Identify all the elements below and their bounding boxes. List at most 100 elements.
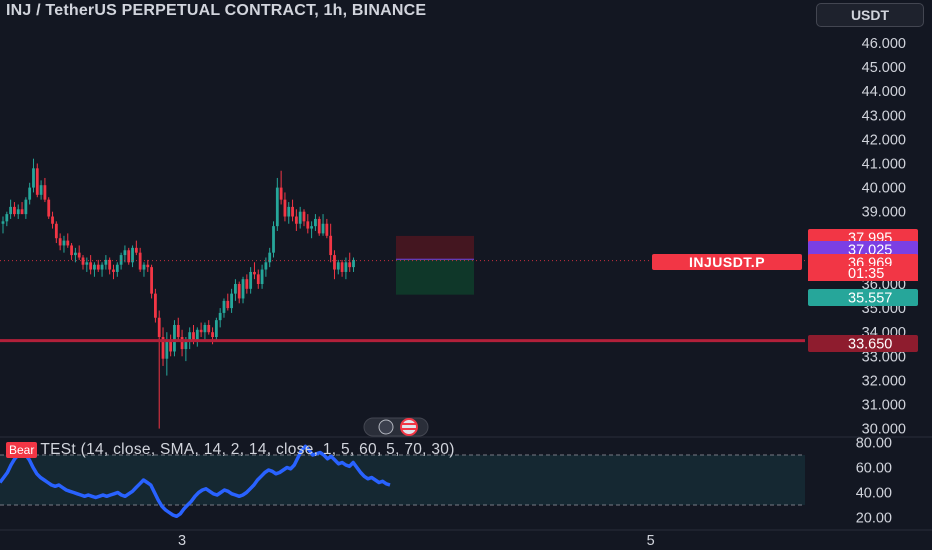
candle-body bbox=[188, 332, 192, 342]
take-profit-zone bbox=[396, 259, 474, 295]
indicator-legend[interactable]: Bear TESt (14, close, SMA, 14, 2, 14, cl… bbox=[6, 441, 455, 459]
candle-body bbox=[192, 332, 195, 340]
candle bbox=[203, 322, 207, 340]
candles bbox=[1, 158, 355, 429]
candle-body bbox=[104, 259, 108, 265]
candle-body bbox=[283, 199, 287, 217]
countdown-text: 01:35 bbox=[848, 266, 884, 282]
bear-badge: Bear bbox=[6, 442, 38, 458]
candle bbox=[16, 204, 20, 219]
price-tick-label: 30.000 bbox=[862, 422, 906, 438]
candle bbox=[112, 264, 115, 280]
candle-body bbox=[287, 206, 291, 217]
candle-body bbox=[275, 187, 279, 227]
candle bbox=[104, 255, 108, 270]
candle-body bbox=[291, 206, 294, 217]
candle bbox=[264, 257, 268, 277]
candle-body bbox=[47, 199, 51, 217]
candle-body bbox=[5, 214, 9, 222]
candle-body bbox=[203, 324, 207, 333]
candle-body bbox=[1, 221, 5, 224]
candle bbox=[123, 245, 127, 263]
candle bbox=[28, 182, 32, 205]
candle-body bbox=[306, 221, 310, 229]
candle-body bbox=[96, 264, 100, 270]
candle-body bbox=[127, 250, 131, 263]
candle-body bbox=[35, 168, 39, 195]
candle-body bbox=[211, 332, 214, 338]
currency-button[interactable]: USDT bbox=[816, 3, 924, 27]
candle-body bbox=[16, 209, 20, 215]
candle-body bbox=[119, 255, 123, 265]
candle-body bbox=[256, 274, 260, 284]
candle bbox=[96, 259, 100, 272]
time-tick-label: 5 bbox=[647, 533, 655, 549]
candle bbox=[62, 235, 66, 253]
candle-body bbox=[195, 329, 199, 340]
time-axis[interactable]: 3512:008 bbox=[178, 533, 932, 549]
candle-body bbox=[154, 293, 157, 318]
candle-body bbox=[214, 320, 218, 338]
candle bbox=[249, 267, 253, 294]
candle bbox=[283, 192, 287, 222]
support-price-tag: 33.650 bbox=[808, 335, 918, 353]
candle bbox=[13, 202, 16, 217]
candle-body bbox=[184, 341, 188, 350]
candle bbox=[54, 221, 58, 244]
candle-body bbox=[115, 264, 119, 272]
candle bbox=[35, 163, 39, 198]
time-tick-label: 3 bbox=[178, 533, 186, 549]
us-flag-icon bbox=[400, 418, 418, 436]
candle bbox=[306, 214, 310, 234]
indicator-tick-label: 40.00 bbox=[856, 486, 892, 502]
candle-body bbox=[226, 300, 230, 309]
candle-body bbox=[28, 187, 32, 200]
candle-body bbox=[310, 226, 314, 229]
candle-body bbox=[123, 250, 127, 256]
candle-body bbox=[54, 223, 58, 239]
candle-body bbox=[66, 240, 70, 246]
indicator-band bbox=[0, 455, 805, 505]
candle-body bbox=[73, 252, 77, 256]
target-price-tag: 35.557 bbox=[808, 289, 918, 307]
candle-body bbox=[207, 324, 211, 333]
candle bbox=[325, 218, 329, 239]
candle bbox=[85, 257, 89, 272]
candle bbox=[298, 206, 302, 229]
candle bbox=[279, 170, 283, 205]
candle bbox=[165, 332, 169, 376]
candle bbox=[134, 240, 138, 256]
candle-body bbox=[134, 247, 138, 253]
candle-body bbox=[264, 262, 268, 270]
candle-body bbox=[325, 223, 329, 236]
horizontal-lines[interactable] bbox=[0, 260, 805, 343]
main-grid bbox=[0, 436, 932, 531]
candle-body bbox=[93, 264, 96, 270]
candle bbox=[47, 197, 51, 219]
candle bbox=[302, 209, 306, 227]
candle bbox=[275, 177, 279, 231]
price-tag-bg bbox=[808, 335, 918, 352]
candle bbox=[173, 320, 176, 357]
countdown-tag: 01:35 bbox=[808, 266, 918, 282]
candle bbox=[24, 197, 28, 219]
indicator-pane: 80.00 60.00 40.00 20.00 bbox=[0, 436, 892, 527]
indicator-label: TESt (14, close, SMA, 14, 2, 14, close, … bbox=[40, 441, 455, 458]
candle bbox=[207, 320, 211, 335]
candle-body bbox=[272, 226, 275, 253]
indicator-tick-label: 80.00 bbox=[856, 436, 892, 452]
replay-flag-icon[interactable] bbox=[363, 417, 429, 437]
candle-body bbox=[176, 324, 180, 338]
candle-body bbox=[268, 252, 272, 263]
candle bbox=[81, 255, 85, 270]
candle-body bbox=[234, 284, 237, 294]
rocket-icon bbox=[378, 419, 394, 435]
candle-body bbox=[260, 269, 264, 284]
candle-body bbox=[294, 216, 298, 224]
candle bbox=[287, 202, 291, 224]
candle-body bbox=[218, 312, 222, 321]
flag-stripe bbox=[402, 428, 416, 430]
candle bbox=[9, 199, 13, 219]
